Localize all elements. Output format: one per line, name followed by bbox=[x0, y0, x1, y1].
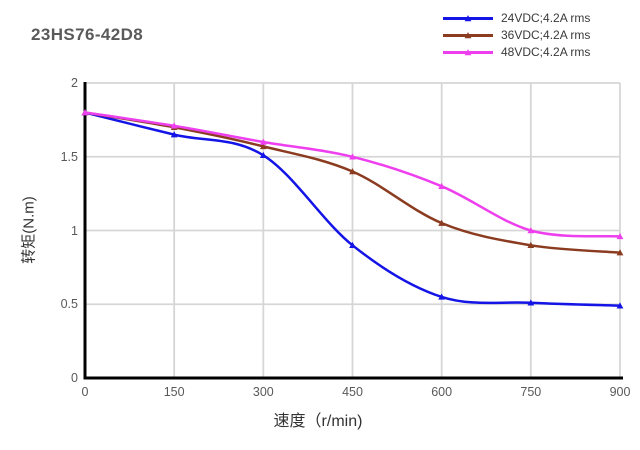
y-tick-label: 0 bbox=[71, 371, 78, 385]
x-tick-label: 600 bbox=[431, 385, 453, 399]
x-tick-label: 450 bbox=[342, 385, 363, 399]
gridlines bbox=[85, 82, 621, 378]
legend-label-36vdc: 36VDC;4.2A rms bbox=[501, 28, 591, 42]
x-tick-label: 150 bbox=[163, 385, 185, 399]
legend-label-24vdc: 24VDC;4.2A rms bbox=[501, 11, 591, 25]
x-tick-label: 0 bbox=[81, 385, 89, 399]
x-axis-title: 速度（r/min) bbox=[273, 413, 363, 430]
data-series bbox=[81, 109, 624, 309]
x-tick-label: 900 bbox=[609, 385, 631, 399]
legend-item-48vdc: 48VDC;4.2A rms bbox=[441, 45, 590, 59]
x-tick-label: 750 bbox=[520, 385, 542, 399]
x-tick-label: 300 bbox=[252, 385, 274, 399]
y-tick-label: 1.5 bbox=[60, 149, 78, 164]
legend: 24VDC;4.2A rms 36VDC;4.2A rms 48VDC;4.2A… bbox=[441, 11, 590, 59]
y-tick-label: 0.5 bbox=[60, 297, 78, 312]
y-tick-label: 1 bbox=[71, 223, 78, 238]
legend-line-36vdc-icon bbox=[443, 31, 493, 38]
axes bbox=[83, 82, 623, 380]
y-axis-title: 转矩(N.m) bbox=[20, 196, 38, 264]
chart-title: 23HS76-42D8 bbox=[31, 25, 144, 44]
legend-line-48vdc-icon bbox=[443, 48, 493, 55]
legend-item-24vdc: 24VDC;4.2A rms bbox=[441, 11, 590, 25]
legend-line-24vdc-icon bbox=[443, 14, 493, 21]
legend-item-36vdc: 36VDC;4.2A rms bbox=[441, 28, 590, 42]
y-tick-label: 2 bbox=[71, 76, 78, 90]
legend-label-48vdc: 48VDC;4.2A rms bbox=[501, 45, 591, 59]
